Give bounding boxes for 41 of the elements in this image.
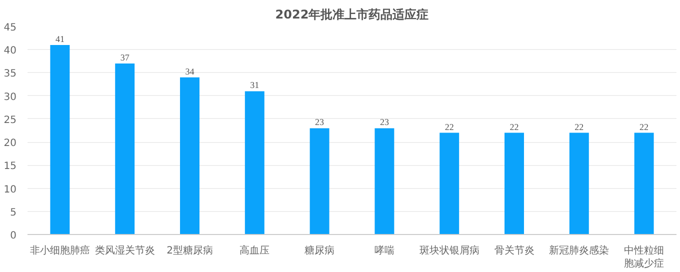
y-tick-label: 10 [4,184,17,196]
data-label: 41 [55,34,64,44]
data-label: 23 [315,117,325,128]
data-label: 22 [444,122,454,132]
chart-title: 2022年批准上市药品适应症 [275,8,429,22]
data-label: 34 [185,66,195,76]
x-tick-label: 2型糖尿病 [166,244,213,256]
data-label: 22 [510,122,519,132]
data-label: 22 [574,122,584,132]
data-label: 31 [250,80,260,90]
data-label: 37 [120,52,130,62]
x-tick-label: 斑块状银屑病 [419,244,480,256]
bar [634,132,654,234]
x-tick-label: 糖尿病 [304,244,335,256]
data-label: 22 [640,122,649,132]
bar [569,132,589,234]
bar [244,91,264,234]
y-tick-label: 35 [4,68,17,80]
x-tick-label: 哮喘 [374,244,394,256]
y-tick-label: 40 [4,46,17,57]
bar [504,132,524,234]
y-tick-label: 25 [4,114,17,126]
y-tick-label: 30 [4,92,17,103]
bar [440,132,460,234]
x-tick-label: 非小细胞肺癌 [30,244,90,256]
bar [180,77,200,234]
bar [310,128,330,234]
y-tick-label: 20 [4,138,17,150]
y-tick-label: 5 [10,207,17,218]
bar [115,63,135,234]
bar [374,128,394,234]
y-tick-label: 45 [4,22,17,34]
x-tick-label: 骨关节炎 [494,244,534,256]
y-tick-label: 15 [4,161,17,172]
bar [50,44,70,234]
x-tick-label: 高血压 [240,244,270,256]
x-tick-label: 中性粒细胞减少症 [624,244,664,270]
x-tick-label: 新冠肺炎感染 [549,244,610,256]
data-label: 23 [380,117,390,128]
x-tick-label: 类风湿关节炎 [94,244,155,256]
y-tick-label: 0 [10,230,17,242]
